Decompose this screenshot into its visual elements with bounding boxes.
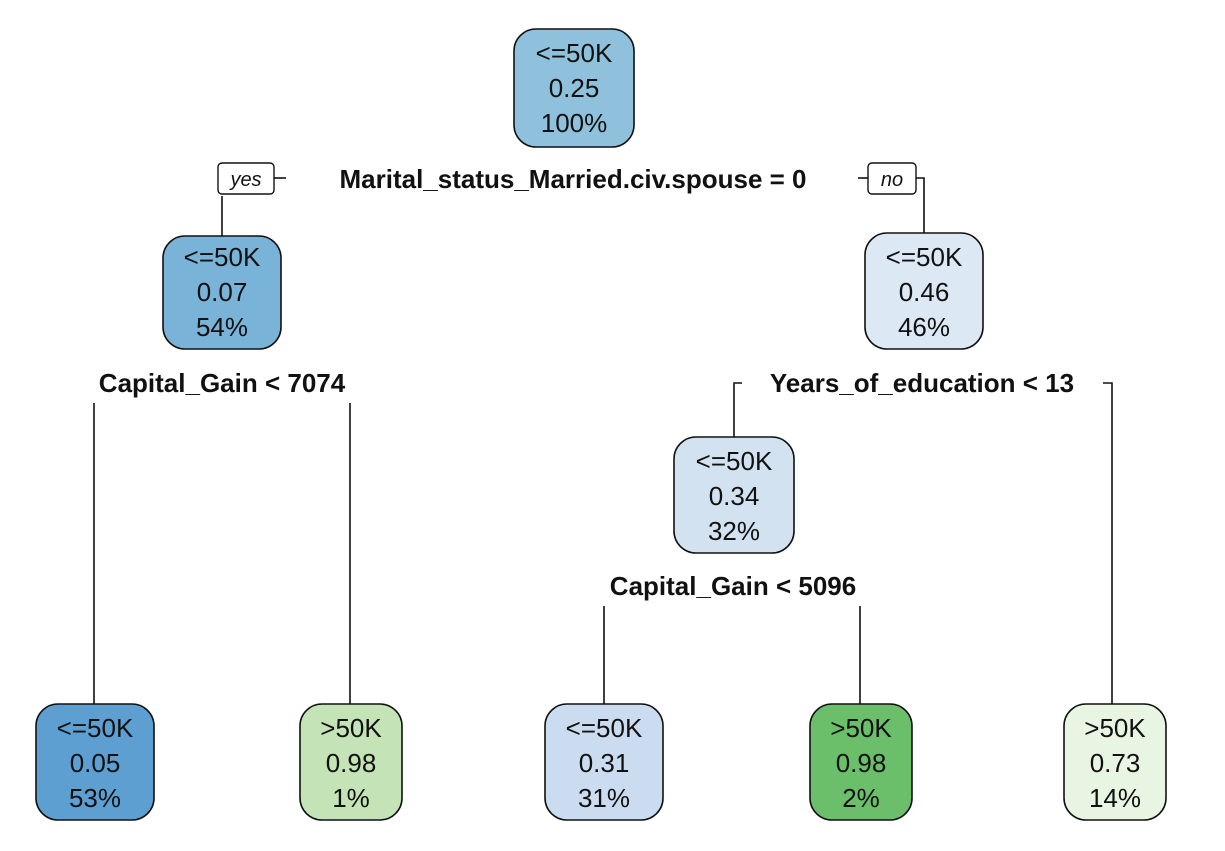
leaf-4: >50K 0.98 2% [809,703,913,821]
leaf-4-box [809,703,913,821]
leaf-5-class: >50K [1084,713,1146,743]
node-mid-class: <=50K [696,446,773,476]
leaf-4-prob: 0.98 [836,748,887,778]
split-label-years-of-education: Years_of_education < 13 [770,368,1074,398]
node-mid-box [673,436,795,554]
leaf-4-pct: 2% [842,783,880,813]
leaf-2-class: >50K [320,713,382,743]
leaf-2-box [299,703,403,821]
node-left-pct: 54% [196,312,248,342]
edge-nright-left [733,382,742,437]
leaf-5-pct: 14% [1089,783,1141,813]
node-mid-pct: 32% [708,516,760,546]
leaf-5-box [1063,703,1167,821]
node-mid-prob: 0.34 [709,481,760,511]
leaf-2: >50K 0.98 1% [299,703,403,821]
node-right-pct: 46% [898,312,950,342]
yes-tag-label: yes [228,169,261,191]
leaf-4-class: >50K [830,713,892,743]
node-right-box [864,232,984,350]
node-left: <=50K 0.07 54% [162,235,282,350]
edge-nright-right [1103,382,1113,705]
leaf-1-pct: 53% [69,783,121,813]
node-left-prob: 0.07 [197,277,248,307]
leaf-5-prob: 0.73 [1090,748,1141,778]
node-root-prob: 0.25 [549,73,600,103]
split-label-capital-gain-7074: Capital_Gain < 7074 [99,368,346,398]
node-right-prob: 0.46 [899,277,950,307]
leaf-5: >50K 0.73 14% [1063,703,1167,821]
leaf-3-box [544,703,664,821]
node-root-pct: 100% [541,108,608,138]
leaf-3-prob: 0.31 [579,748,630,778]
no-tag-label: no [881,169,903,191]
node-left-box [162,235,282,350]
leaf-2-pct: 1% [332,783,370,813]
leaf-1: <=50K 0.05 53% [35,703,155,821]
leaf-1-class: <=50K [57,713,134,743]
leaf-1-box [35,703,155,821]
node-root: <=50K 0.25 100% [513,28,635,148]
split-label-capital-gain-5096: Capital_Gain < 5096 [610,571,856,601]
edge-root-right [916,177,925,233]
no-tag: no [867,162,917,195]
node-root-box [513,28,635,148]
node-root-class: <=50K [536,38,613,68]
leaf-1-prob: 0.05 [70,748,121,778]
tree-edges [93,177,1113,705]
leaf-2-prob: 0.98 [326,748,377,778]
leaf-3: <=50K 0.31 31% [544,703,664,821]
node-right: <=50K 0.46 46% [864,232,984,350]
node-left-class: <=50K [184,242,261,272]
leaf-3-pct: 31% [578,783,630,813]
node-right-class: <=50K [886,242,963,272]
node-mid: <=50K 0.34 32% [673,436,795,554]
leaf-3-class: <=50K [566,713,643,743]
yes-tag: yes [217,162,275,195]
split-label-root: Marital_status_Married.civ.spouse = 0 [340,164,807,194]
